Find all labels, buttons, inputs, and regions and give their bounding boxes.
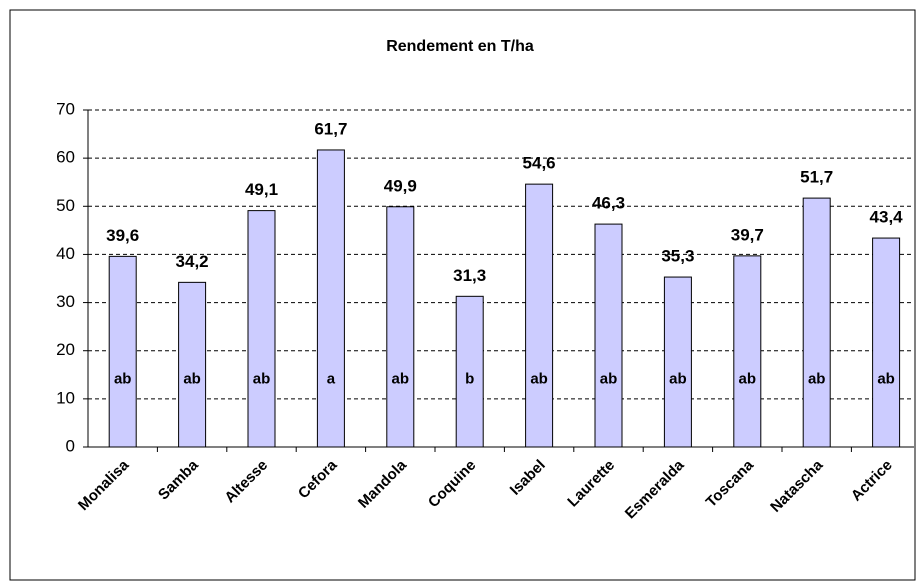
value-label: 34,2 — [176, 252, 209, 271]
group-letter: ab — [530, 371, 548, 388]
y-tick-label: 60 — [56, 148, 75, 167]
value-label: 39,7 — [731, 225, 764, 244]
chart-title: Rendement en T/ha — [386, 38, 534, 55]
y-tick-label: 40 — [56, 244, 75, 263]
bar — [247, 210, 276, 448]
group-letter: ab — [877, 371, 895, 388]
bar — [108, 255, 137, 448]
bar — [733, 255, 762, 448]
group-letter: ab — [739, 371, 757, 388]
group-letter: ab — [253, 371, 271, 388]
bar — [178, 281, 207, 448]
y-tick-label: 30 — [56, 292, 75, 311]
y-tick-label: 20 — [56, 340, 75, 359]
value-label: 54,6 — [523, 154, 556, 173]
group-letter: ab — [183, 371, 201, 388]
bar — [872, 237, 901, 448]
group-letter: b — [465, 371, 474, 388]
chart-border — [9, 9, 916, 581]
group-letter: ab — [808, 371, 826, 388]
group-letter: ab — [600, 371, 618, 388]
value-label: 39,6 — [106, 226, 139, 245]
group-letter: ab — [392, 371, 410, 388]
bar — [663, 276, 692, 448]
group-letter: ab — [669, 371, 687, 388]
group-letter: a — [327, 371, 336, 388]
value-label: 46,3 — [592, 194, 625, 213]
bar — [386, 206, 415, 448]
value-label: 31,3 — [453, 266, 486, 285]
y-tick-label: 0 — [66, 436, 75, 455]
value-label: 49,9 — [384, 176, 417, 195]
value-label: 35,3 — [661, 247, 694, 266]
y-tick-label: 10 — [56, 388, 75, 407]
bar — [316, 149, 345, 448]
bar — [594, 223, 623, 448]
group-letter: ab — [114, 371, 132, 388]
value-label: 61,7 — [314, 119, 347, 138]
value-label: 43,4 — [870, 208, 904, 227]
value-label: 51,7 — [800, 168, 833, 187]
bar — [802, 197, 831, 448]
y-tick-label: 70 — [56, 99, 75, 118]
bar — [525, 183, 554, 448]
y-tick-label: 50 — [56, 196, 75, 215]
bar — [455, 295, 484, 448]
value-label: 49,1 — [245, 180, 278, 199]
